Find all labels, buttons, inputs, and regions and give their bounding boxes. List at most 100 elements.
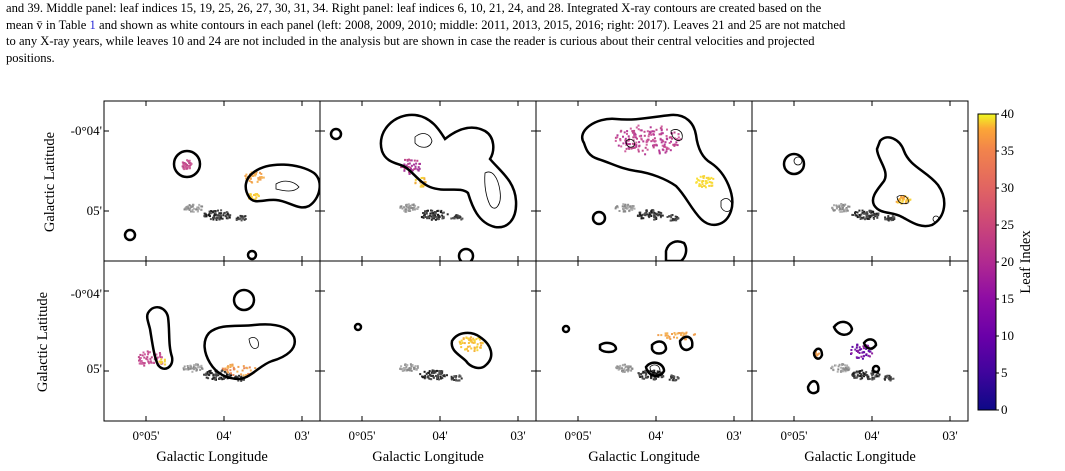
dark-emission: [423, 370, 426, 373]
dark-emission: [872, 213, 875, 216]
colorbar-tick-label: 35: [1001, 143, 1014, 158]
leaf-points: [814, 352, 817, 355]
gray-emission: [408, 206, 411, 209]
xray-contour: [591, 210, 607, 226]
dark-emission: [216, 217, 219, 219]
dark-emission: [890, 219, 893, 222]
dark-emission: [863, 375, 865, 378]
dark-emission: [889, 378, 892, 381]
dark-emission: [234, 375, 237, 378]
dark-emission: [853, 374, 856, 377]
leaf-points: [631, 130, 634, 133]
dark-emission: [446, 213, 449, 216]
dark-emission: [440, 370, 443, 373]
leaf-points: [163, 360, 166, 363]
leaf-points: [139, 362, 142, 365]
dark-emission: [436, 215, 438, 218]
leaf-points: [619, 130, 622, 133]
gray-emission: [846, 364, 849, 367]
leaf-points: [250, 174, 253, 177]
dark-emission: [432, 212, 435, 214]
leaf-points: [698, 184, 701, 187]
leaf-points: [467, 337, 470, 340]
leaf-points: [665, 150, 668, 153]
dark-emission: [426, 371, 429, 374]
leaf-points: [409, 159, 412, 162]
dark-emission: [676, 376, 679, 379]
xray-contour: [598, 341, 618, 354]
dark-emission: [209, 369, 212, 372]
gray-emission: [410, 367, 412, 370]
gray-emission: [843, 368, 846, 371]
gray-emission: [623, 205, 626, 208]
leaf-points: [704, 182, 707, 185]
dark-emission: [889, 218, 892, 220]
leaf-points: [472, 337, 475, 340]
x-axis-label: Galactic Longitude: [372, 449, 484, 465]
leaf-points: [646, 148, 649, 151]
leaf-points: [188, 159, 191, 162]
leaf-points: [637, 148, 640, 151]
leaf-points: [619, 138, 622, 141]
panel-2008: [103, 100, 321, 262]
dark-emission: [203, 215, 206, 217]
leaf-points: [159, 354, 161, 357]
gray-emission: [399, 368, 402, 370]
figure-caption: and 39. Middle panel: leaf indices 15, 1…: [6, 0, 1059, 66]
gray-emission: [620, 367, 623, 370]
xray-contour: [561, 324, 571, 334]
leaf-points: [666, 128, 668, 131]
dark-emission: [642, 370, 645, 373]
leaf-points: [473, 350, 476, 352]
gray-emission: [191, 203, 194, 206]
leaf-points: [408, 172, 411, 175]
leaf-points: [666, 147, 669, 150]
dark-emission: [240, 379, 243, 382]
dark-emission: [859, 375, 862, 377]
leaf-points: [224, 368, 227, 371]
dark-emission: [872, 216, 875, 219]
leaf-points: [182, 165, 185, 168]
gray-emission: [629, 365, 632, 368]
dark-emission: [641, 372, 644, 375]
dark-emission: [650, 210, 653, 213]
table-reference-link[interactable]: 1: [89, 17, 96, 32]
leaf-points: [685, 331, 688, 334]
panel-2013: [103, 260, 321, 422]
dark-emission: [208, 370, 211, 373]
dark-emission: [460, 218, 463, 221]
leaf-points: [861, 357, 864, 360]
leaf-points: [865, 354, 868, 357]
leaf-points: [409, 166, 412, 169]
dark-emission: [644, 371, 647, 374]
gray-emission: [408, 208, 411, 211]
leaf-points: [250, 181, 253, 183]
leaf-points: [255, 171, 258, 174]
xray-contour: [649, 364, 661, 374]
x-tick-label: 03': [510, 428, 525, 443]
leaf-points: [139, 353, 142, 356]
leaf-points: [248, 366, 251, 369]
leaf-points: [150, 356, 153, 359]
gray-emission: [191, 208, 194, 211]
gray-emission: [842, 206, 844, 209]
gray-emission: [629, 205, 632, 208]
leaf-points: [672, 143, 675, 146]
dark-emission: [207, 373, 210, 376]
gray-emission: [188, 208, 191, 211]
leaf-points: [637, 128, 640, 131]
dark-emission: [645, 212, 648, 215]
dark-emission: [450, 217, 453, 220]
gray-emission: [623, 207, 626, 210]
dark-emission: [859, 378, 862, 381]
leaf-points: [624, 150, 627, 153]
dark-emission: [856, 211, 859, 214]
dark-emission: [216, 214, 219, 217]
leaf-points: [231, 363, 234, 366]
gray-emission: [195, 367, 198, 370]
dark-emission: [871, 377, 874, 380]
leaf-points: [626, 142, 629, 145]
gray-emission: [200, 208, 203, 211]
dark-emission: [424, 216, 427, 218]
dark-emission: [672, 375, 675, 378]
